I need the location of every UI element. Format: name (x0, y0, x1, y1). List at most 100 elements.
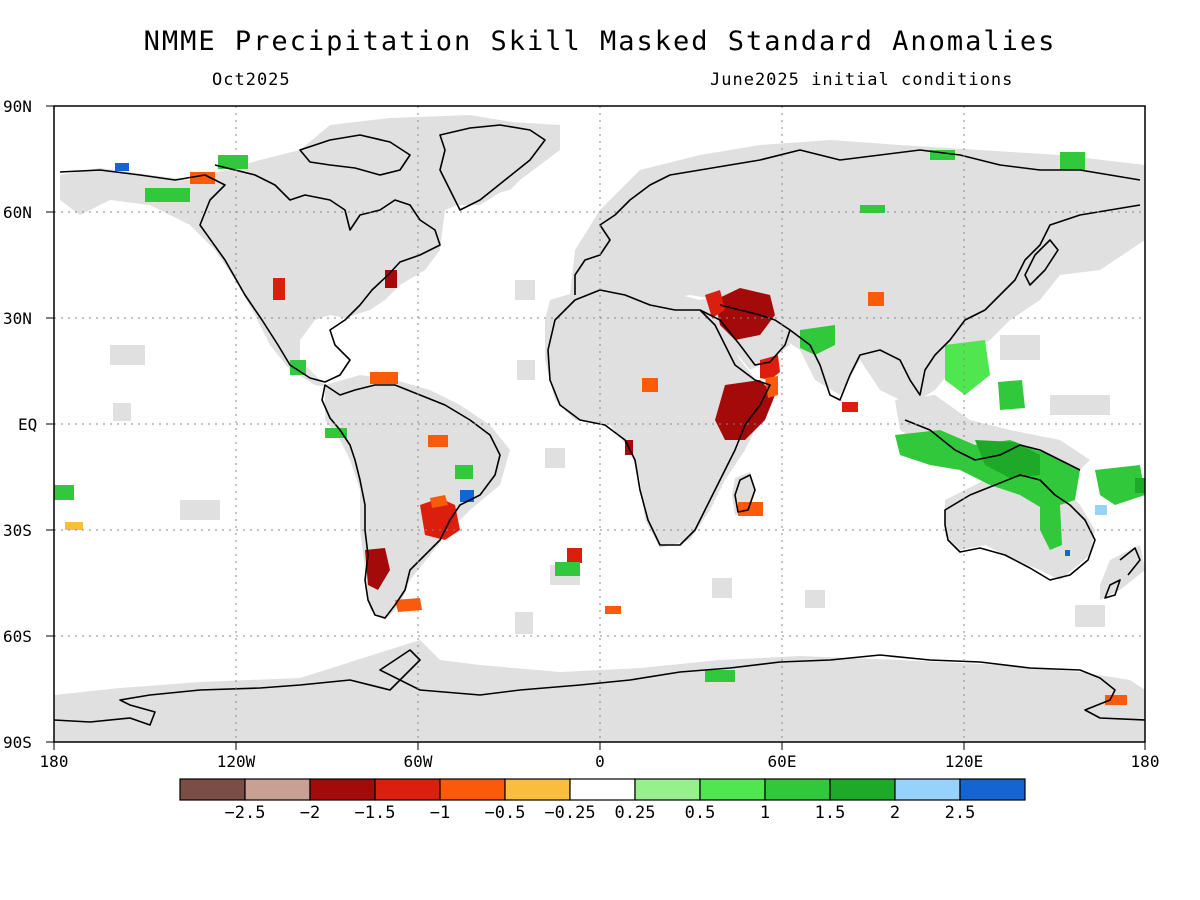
anomaly-patch-south-pacific-wet (54, 485, 74, 500)
anomaly-patches (54, 150, 1145, 705)
colorbar-swatch (309, 778, 376, 801)
anomaly-patch-south-pacific-dry (65, 522, 83, 530)
coastline-antarctica (54, 649, 1145, 726)
lat-label-90n: 90N (3, 97, 32, 116)
lat-lon-grid (54, 106, 1145, 742)
coastlines (54, 124, 1145, 726)
anomaly-patch-maritime-continent (895, 430, 1080, 510)
masked-ocean-box (517, 360, 535, 380)
masked-ocean-box (1050, 395, 1110, 415)
anomaly-patch-ross-sea (1105, 695, 1127, 705)
anomaly-patch-fiji-wet (1135, 478, 1145, 493)
lon-label-60w: 60W (404, 752, 433, 771)
colorbar-swatch (244, 778, 311, 801)
anomaly-patch-central-asia-wet (860, 205, 885, 213)
colorbar-label: −1 (430, 803, 450, 823)
masked-ocean-box (113, 403, 131, 421)
africa-landmass (545, 285, 775, 548)
eurasia-landmass (570, 140, 1145, 405)
anomaly-patch-tibet (868, 292, 884, 306)
lat-label-eq: EQ (18, 415, 37, 434)
colorbar-label: 2.5 (945, 803, 976, 823)
masked-ocean-box (712, 578, 732, 598)
anomaly-patch-brazil-wet (455, 465, 473, 479)
coastline-japan (1024, 239, 1059, 286)
anomaly-patch-arctic-wet (930, 150, 955, 160)
anomaly-patch-yukon-wet (218, 155, 248, 169)
colorbar-swatch (504, 778, 571, 801)
anomaly-patch-madagascar (738, 502, 763, 516)
anomaly-patch-west-pacific (998, 380, 1025, 410)
anomaly-patch-western-us (273, 278, 285, 300)
map-title: NMME Precipitation Skill Masked Standard… (143, 26, 1057, 57)
lat-label-60n: 60N (3, 203, 32, 222)
axis-ticks (46, 105, 1146, 750)
anomaly-patch-southeast-brazil-wet (460, 490, 474, 502)
anomaly-patch-west-africa (642, 378, 658, 392)
lon-label-120w: 120W (217, 752, 256, 771)
lon-label-180e: 180 (1131, 752, 1160, 771)
anomaly-patch-bering-wet (115, 163, 129, 171)
antarctica-landmass (54, 640, 1145, 742)
masked-ocean-box (1075, 605, 1105, 627)
lon-label-0: 0 (595, 752, 605, 771)
colorbar-swatch (764, 778, 831, 801)
anomaly-patch-south-brazil-edge (430, 495, 448, 508)
coastline-australia (944, 474, 1096, 581)
new-zealand-landmass (1100, 545, 1145, 600)
anomaly-patch-middle-east-edge (705, 290, 725, 318)
initial-conditions-label: June2025 initial conditions (710, 70, 1014, 90)
anomaly-patch-sri-lanka (842, 402, 858, 412)
anomaly-patch-tasman-wet (1065, 550, 1070, 556)
colorbar-label: −1.5 (355, 803, 396, 823)
lat-label-60s: 60S (3, 627, 32, 646)
anomaly-patch-siberia-wet (1060, 152, 1085, 170)
anomaly-patch-alaska-wet (145, 188, 190, 202)
coastline-indonesia (904, 419, 1081, 471)
colorbar: −2.5 −2 −1.5 −1 −0.5 −0.25 0.25 0.5 1 1.5 2 2.5 (179, 778, 1026, 823)
anomaly-patch-south-ocean (605, 606, 621, 614)
anomaly-patch-middle-east (715, 288, 775, 340)
colorbar-label: −0.25 (544, 803, 595, 823)
lon-label-120e: 120E (945, 752, 984, 771)
colorbar-label: 0.5 (685, 803, 716, 823)
anomaly-patch-east-africa (715, 380, 775, 440)
colorbar-swatch (179, 778, 246, 801)
anomaly-patch-horn-africa (760, 355, 780, 380)
anomaly-patch-north-australia (1040, 505, 1062, 550)
anomaly-patch-new-guinea (975, 440, 1040, 478)
anomaly-patch-south-atlantic (567, 548, 582, 563)
anomaly-patch-somalia (765, 376, 778, 398)
colorbar-label: −2 (300, 803, 320, 823)
coastline-south-asia (789, 204, 1141, 401)
coastline-madagascar (734, 474, 756, 513)
colorbar-swatch (894, 778, 961, 801)
masked-ocean-box (805, 590, 825, 608)
anomaly-patch-northeast-brazil (428, 435, 448, 447)
anomaly-patch-south-asia (800, 325, 835, 355)
valid-month-label: Oct2025 (212, 70, 291, 90)
masked-ocean-box (515, 612, 533, 634)
anomaly-patch-philippines (945, 340, 990, 395)
coastline-central-south-america (321, 384, 501, 619)
colorbar-label: 2 (890, 803, 900, 823)
coastline-arabia (699, 304, 791, 366)
colorbar-swatch (699, 778, 766, 801)
anomaly-patch-new-caledonia-wet (1095, 505, 1107, 515)
lat-label-30n: 30N (3, 309, 32, 328)
anomaly-patch-south-atlantic-wet (555, 562, 580, 576)
colorbar-label: 0.25 (615, 803, 656, 823)
greenland-landmass (430, 120, 560, 205)
coastline-arctic-archipelago (299, 134, 411, 176)
colorbar-label: 1.5 (815, 803, 846, 823)
north-america-landmass (60, 115, 560, 390)
masked-ocean-box (545, 448, 565, 468)
lat-label-90s: 90S (3, 733, 32, 752)
anomaly-patch-chile (365, 548, 390, 590)
lon-label-180w: 180 (40, 752, 69, 771)
colorbar-swatch (959, 778, 1026, 801)
map-layer (54, 106, 1145, 742)
masked-ocean-box (515, 280, 535, 300)
colorbar-swatch (829, 778, 896, 801)
